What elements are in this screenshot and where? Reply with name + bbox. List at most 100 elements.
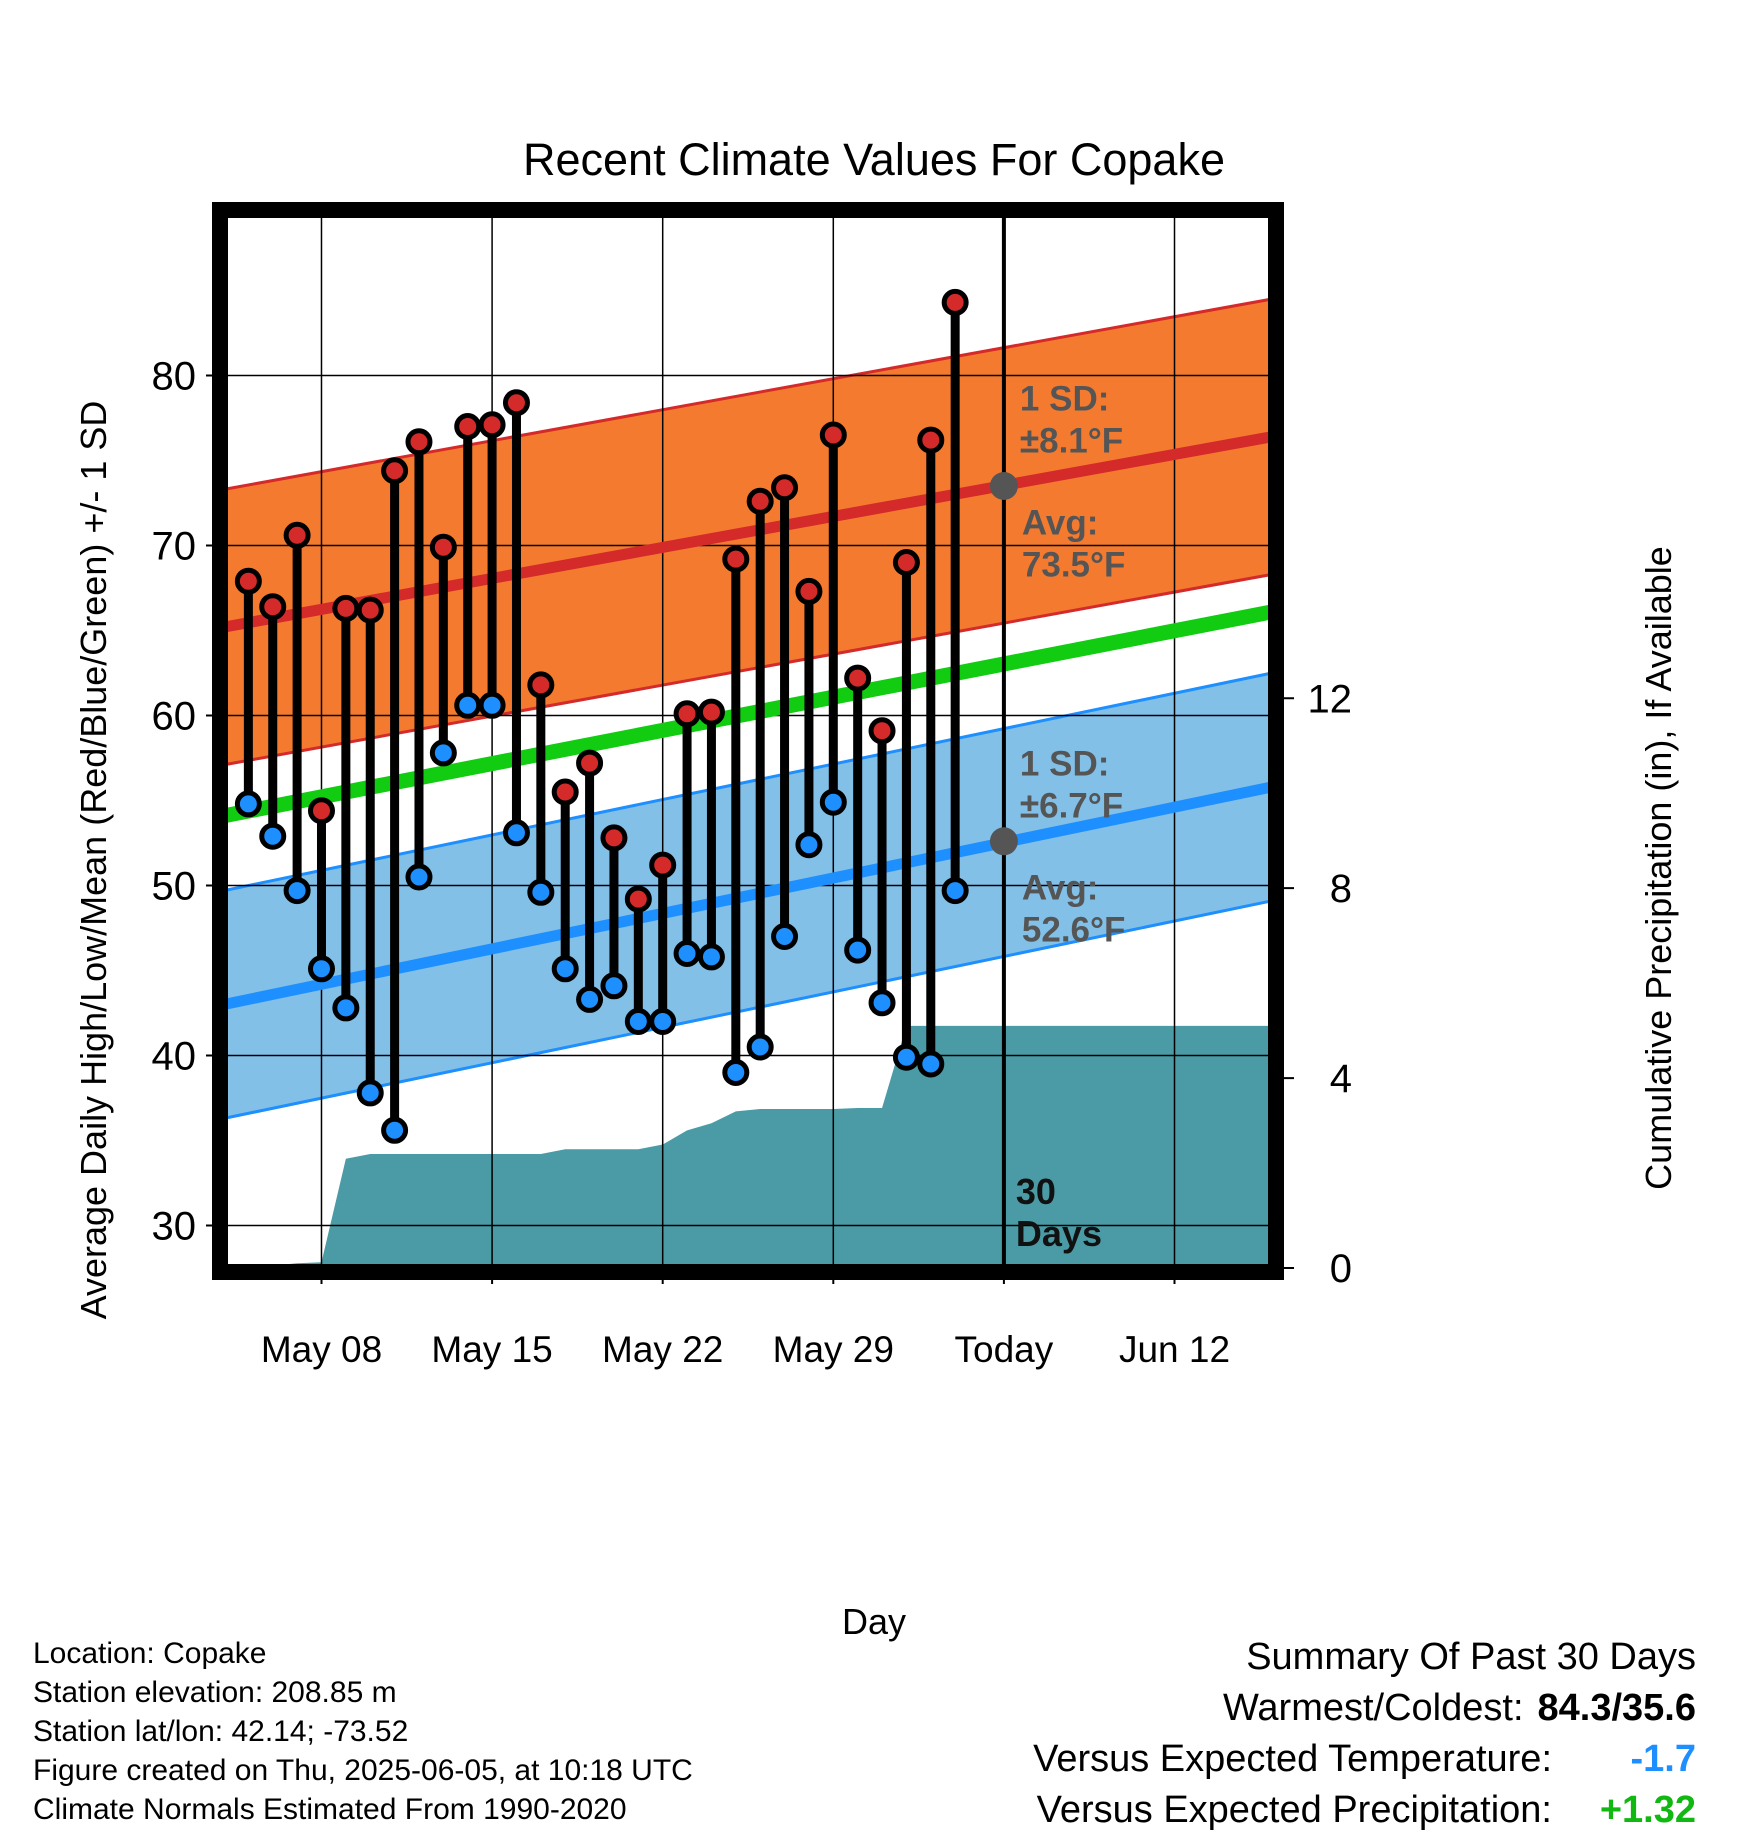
y2-tick-label: 12 <box>1308 677 1353 721</box>
low-point <box>259 822 287 850</box>
x-axis-label: Day <box>842 1601 906 1642</box>
low-point <box>868 989 896 1017</box>
high-point <box>771 474 799 502</box>
high-point <box>746 487 774 515</box>
high-annotation-sd-value: ±8.1°F <box>1020 422 1123 461</box>
high-annotation-avg-title: Avg: <box>1022 504 1098 543</box>
low-point <box>356 1079 384 1107</box>
low-point <box>844 936 872 964</box>
temperature-value: -1.7 <box>1630 1738 1696 1780</box>
high-point <box>600 824 628 852</box>
low-point <box>746 1033 774 1061</box>
low-annotation-avg-point <box>989 827 1018 856</box>
high-point <box>454 413 482 440</box>
high-point <box>844 664 872 692</box>
high-point <box>624 885 652 913</box>
summary-temperature: Versus Expected Temperature: -1.7 <box>1033 1734 1696 1785</box>
y-tick-label: 30 <box>152 1205 197 1249</box>
summary-precipitation: Versus Expected Precipitation: +1.32 <box>1033 1785 1696 1836</box>
high-annotation-avg-value: 73.5°F <box>1022 546 1126 585</box>
low-point <box>941 877 969 905</box>
x-tick-label: May 22 <box>602 1329 723 1370</box>
normals-text: Climate Normals Estimated From 1990-2020 <box>33 1793 627 1826</box>
y-axis-label: Average Daily High/Low/Mean (Red/Blue/Gr… <box>73 401 114 1320</box>
low-point <box>649 1008 677 1035</box>
low-annotation-sd-value: ±6.7°F <box>1020 787 1123 826</box>
low-point <box>892 1043 920 1071</box>
low-point <box>722 1059 750 1086</box>
chart-title: Recent Climate Values For Copake <box>523 134 1225 185</box>
low-annotation-avg-title: Avg: <box>1022 869 1098 908</box>
low-point <box>307 955 335 983</box>
high-point <box>941 288 969 316</box>
low-point <box>576 985 604 1013</box>
y2-tick-label: 0 <box>1330 1247 1352 1291</box>
low-point <box>405 863 433 891</box>
plot-frame <box>212 202 1284 1280</box>
today-marker-label: 30 <box>1016 1171 1056 1212</box>
y-tick-label: 70 <box>152 525 197 569</box>
high-point <box>234 567 262 595</box>
high-annotation-avg-point <box>989 472 1018 500</box>
low-point <box>551 955 579 983</box>
low-point <box>454 691 482 719</box>
low-point <box>527 878 555 906</box>
high-point <box>722 545 750 573</box>
high-point <box>405 428 433 456</box>
low-point <box>624 1008 652 1035</box>
high-point <box>551 778 579 806</box>
high-point <box>429 533 457 561</box>
location-text: Location: Copake <box>33 1637 267 1670</box>
high-point <box>478 411 506 439</box>
y-tick-label: 80 <box>152 355 197 399</box>
high-point <box>649 851 677 879</box>
high-point <box>381 457 409 485</box>
low-point <box>795 831 823 859</box>
low-point <box>697 943 725 971</box>
elevation-text: Station elevation: 208.85 m <box>33 1676 397 1709</box>
y2-tick-label: 8 <box>1330 867 1352 911</box>
high-point <box>819 421 847 449</box>
low-point <box>819 788 847 816</box>
high-annotation-sd-title: 1 SD: <box>1020 380 1109 419</box>
low-point <box>429 739 457 767</box>
today-marker-label: Days <box>1016 1213 1102 1254</box>
created-text: Figure created on Thu, 2025-06-05, at 10… <box>33 1754 693 1787</box>
low-point <box>771 923 799 950</box>
station-info: Location: Copake Station elevation: 208.… <box>33 1634 693 1829</box>
low-point <box>478 691 506 719</box>
summary-panel: Summary Of Past 30 Days Warmest/Coldest:… <box>1033 1632 1696 1836</box>
low-annotation-sd-title: 1 SD: <box>1020 745 1109 784</box>
y-tick-label: 40 <box>152 1035 197 1079</box>
low-point <box>673 940 701 967</box>
high-point <box>356 596 384 624</box>
x-tick-label: May 29 <box>773 1329 894 1370</box>
x-tick-label: May 15 <box>431 1329 552 1370</box>
high-point <box>697 698 725 726</box>
y-tick-label: 60 <box>152 695 197 739</box>
x-tick-label: May 08 <box>261 1329 382 1370</box>
temperature-label: Versus Expected Temperature: <box>1033 1738 1552 1780</box>
high-point <box>307 797 335 825</box>
high-point <box>868 717 896 745</box>
summary-heading: Summary Of Past 30 Days <box>1246 1636 1696 1678</box>
high-point <box>502 389 530 417</box>
summary-warm-cold: Warmest/Coldest: 84.3/35.6 <box>1033 1683 1696 1734</box>
low-point <box>234 790 262 818</box>
warm-cold-label: Warmest/Coldest: <box>1222 1687 1524 1729</box>
high-point <box>673 700 701 728</box>
y2-tick-label: 4 <box>1330 1057 1352 1101</box>
low-point <box>502 819 530 847</box>
low-point <box>917 1050 945 1078</box>
precipitation-label: Versus Expected Precipitation: <box>1036 1789 1552 1831</box>
high-point <box>892 549 920 576</box>
high-point <box>576 749 604 777</box>
low-point <box>600 972 628 1000</box>
x-tick-label: Jun 12 <box>1119 1329 1230 1370</box>
low-annotation-avg-value: 52.6°F <box>1022 911 1126 950</box>
warm-cold-value: 84.3/35.6 <box>1537 1687 1696 1729</box>
high-point <box>332 594 360 622</box>
high-point <box>795 577 823 605</box>
